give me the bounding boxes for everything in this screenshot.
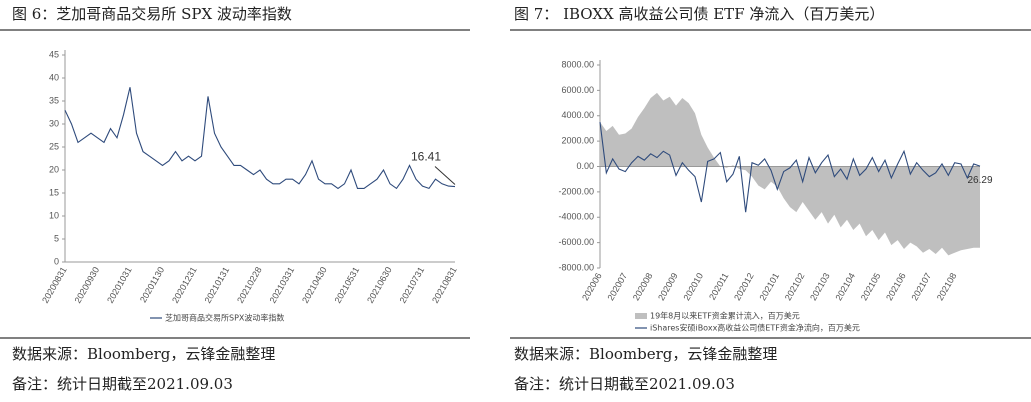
x-tick-label: 20210630 — [365, 265, 394, 305]
y-tick-label: 2000.00 — [561, 136, 594, 146]
legend-label: 芝加哥商品交易所SPX波动率指数 — [165, 313, 284, 323]
x-tick-label: 20210831 — [430, 265, 459, 305]
x-tick-label: 20201231 — [170, 265, 199, 305]
x-tick-label: 202104 — [833, 271, 857, 302]
x-tick-label: 202107 — [909, 271, 933, 302]
x-tick-label: 20210430 — [300, 265, 329, 305]
y-tick-label: 4000.00 — [561, 110, 594, 120]
y-tick-label: 10 — [49, 210, 59, 220]
y-tick-label: -8000.00 — [558, 262, 594, 272]
annotation-pointer — [434, 166, 456, 185]
source: 数据来源：Bloomberg，云锋金融整理 — [12, 345, 275, 363]
x-tick-label: 202009 — [656, 271, 680, 302]
x-tick-label: 202012 — [732, 271, 756, 302]
legend-label: iShares安硕iBoxx高收益公司债ETF资金净流向，百万美元 — [650, 323, 860, 333]
y-tick-label: 15 — [49, 187, 59, 197]
data-line — [599, 122, 981, 213]
chart-title: 图 6：芝加哥商品交易所 SPX 波动率指数 — [12, 5, 292, 23]
y-tick-label: 20 — [49, 164, 59, 174]
x-tick-label: 202105 — [859, 271, 883, 302]
note: 备注：统计日期截至2021.09.03 — [514, 375, 735, 393]
note: 备注：统计日期截至2021.09.03 — [12, 375, 233, 393]
x-tick-label: 202008 — [631, 271, 655, 302]
x-tick-label: 202010 — [681, 271, 705, 302]
y-tick-label: -6000.00 — [558, 237, 594, 247]
x-tick-label: 202007 — [605, 271, 629, 302]
y-tick-label: 8000.00 — [561, 59, 594, 69]
x-tick-label: 20210731 — [398, 265, 427, 305]
source: 数据来源：Bloomberg，云锋金融整理 — [514, 345, 777, 363]
data-line — [64, 87, 456, 190]
x-tick-label: 20210531 — [333, 265, 362, 305]
y-tick-label: 5 — [54, 233, 59, 243]
y-tick-label: 35 — [49, 95, 59, 105]
x-tick-label: 20201130 — [138, 265, 166, 304]
x-tick-label: 202011 — [707, 271, 730, 301]
x-tick-label: 202103 — [808, 271, 832, 302]
y-tick-label: 30 — [49, 118, 59, 128]
y-tick-label: 40 — [49, 72, 59, 82]
y-tick-label: -4000.00 — [558, 212, 594, 222]
data-area — [600, 92, 980, 256]
y-tick-label: -2000.00 — [558, 186, 594, 196]
x-tick-label: 202006 — [580, 271, 604, 302]
x-tick-label: 20201031 — [105, 265, 134, 305]
x-tick-label: 20200930 — [73, 265, 102, 305]
x-tick-label: 20210131 — [203, 265, 232, 305]
annotation: 26.29 — [967, 175, 992, 186]
x-tick-label: 20210228 — [235, 265, 264, 305]
y-tick-label: 6000.00 — [561, 85, 594, 95]
y-tick-label: 0.00 — [576, 161, 594, 171]
x-tick-label: 202108 — [935, 271, 959, 302]
x-tick-label: 202102 — [783, 271, 807, 302]
x-tick-label: 20210331 — [268, 265, 297, 305]
x-tick-label: 202106 — [884, 271, 908, 302]
legend-swatch — [635, 313, 647, 319]
y-tick-label: 25 — [49, 141, 59, 151]
x-tick-label: 202101 — [757, 271, 781, 302]
legend-label: 19年8月以来ETF资金累计流入，百万美元 — [650, 311, 800, 321]
y-tick-label: 0 — [54, 256, 59, 266]
annotation: 16.41 — [411, 150, 441, 164]
x-tick-label: 20200831 — [40, 265, 69, 305]
chart-title: 图 7： IBOXX 高收益公司债 ETF 净流入（百万美元） — [514, 5, 884, 23]
y-tick-label: 45 — [49, 49, 59, 59]
